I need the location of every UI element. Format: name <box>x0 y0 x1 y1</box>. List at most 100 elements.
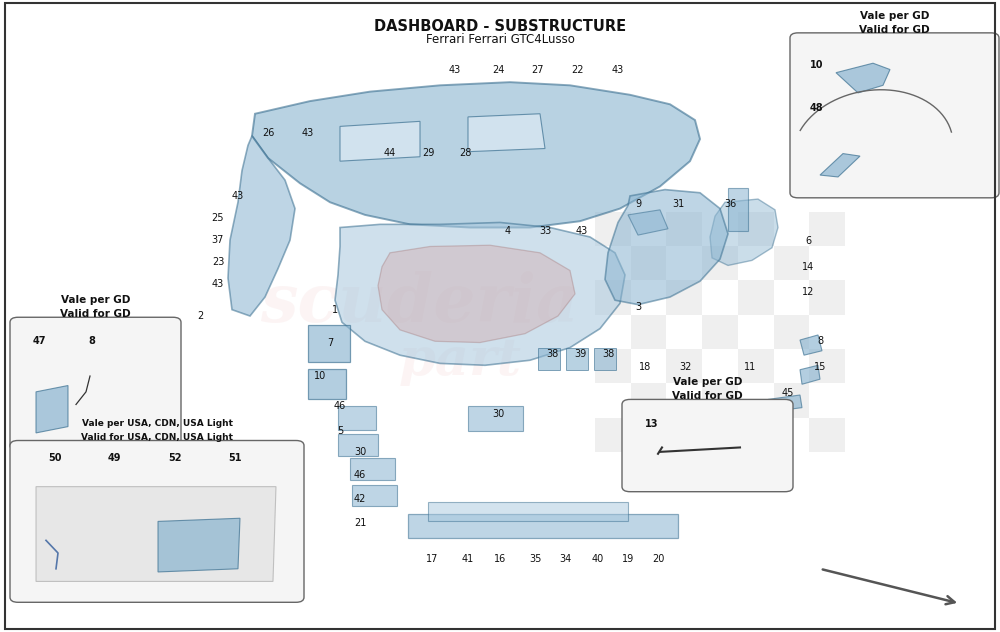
Bar <box>666 418 702 452</box>
Text: 30: 30 <box>354 447 366 457</box>
Bar <box>809 281 845 315</box>
Bar <box>352 485 397 506</box>
FancyBboxPatch shape <box>790 33 999 198</box>
Text: 41: 41 <box>462 554 474 564</box>
Bar <box>631 315 666 349</box>
Text: 43: 43 <box>576 226 588 236</box>
Bar <box>738 212 774 246</box>
Text: 31: 31 <box>672 198 684 209</box>
Text: 25: 25 <box>212 213 224 223</box>
Text: 43: 43 <box>302 128 314 138</box>
Text: 26: 26 <box>262 128 274 138</box>
Bar <box>428 502 628 521</box>
Bar <box>809 212 845 246</box>
Polygon shape <box>800 335 822 355</box>
Text: 1: 1 <box>332 305 338 315</box>
Bar <box>809 418 845 452</box>
Text: 34: 34 <box>559 554 571 564</box>
Polygon shape <box>228 136 295 316</box>
Bar <box>350 458 395 480</box>
Bar <box>595 349 631 383</box>
Bar <box>595 418 631 452</box>
Text: 19: 19 <box>622 554 634 564</box>
Text: 51: 51 <box>228 453 241 463</box>
Text: Valid for GD: Valid for GD <box>60 309 131 319</box>
Bar <box>595 212 631 246</box>
Text: 43: 43 <box>449 64 461 75</box>
Text: 42: 42 <box>354 494 366 504</box>
Bar <box>774 383 809 418</box>
Bar <box>595 281 631 315</box>
Polygon shape <box>836 63 890 93</box>
Text: 37: 37 <box>212 235 224 245</box>
Bar <box>308 325 350 362</box>
Text: 2: 2 <box>197 311 203 321</box>
Bar <box>738 349 774 383</box>
Text: 10: 10 <box>314 371 326 381</box>
Polygon shape <box>340 121 420 161</box>
Text: 32: 32 <box>679 362 691 372</box>
Polygon shape <box>158 518 240 572</box>
Text: 38: 38 <box>602 349 614 359</box>
Text: 20: 20 <box>652 554 664 564</box>
Bar <box>666 212 702 246</box>
Text: Vale per GD: Vale per GD <box>673 377 742 387</box>
Text: 45: 45 <box>782 388 794 398</box>
Text: 35: 35 <box>529 554 541 564</box>
Polygon shape <box>335 222 625 365</box>
Bar <box>666 281 702 315</box>
Text: 15: 15 <box>814 362 826 372</box>
Bar <box>631 383 666 418</box>
Bar <box>468 406 523 431</box>
Polygon shape <box>768 395 802 412</box>
Bar <box>809 349 845 383</box>
Bar <box>702 383 738 418</box>
Text: 11: 11 <box>744 362 756 372</box>
Bar <box>631 246 666 281</box>
Text: 28: 28 <box>459 148 471 158</box>
Text: 39: 39 <box>574 349 586 359</box>
Text: 4: 4 <box>505 226 511 236</box>
Text: 44: 44 <box>384 148 396 158</box>
Text: DASHBOARD - SUBSTRUCTURE: DASHBOARD - SUBSTRUCTURE <box>374 19 626 34</box>
FancyBboxPatch shape <box>10 317 181 451</box>
Bar <box>738 418 774 452</box>
Text: 8: 8 <box>88 336 95 346</box>
Text: 36: 36 <box>724 198 736 209</box>
Bar <box>538 348 560 370</box>
Polygon shape <box>252 82 700 228</box>
Text: 6: 6 <box>805 236 811 246</box>
Text: 3: 3 <box>635 301 641 312</box>
Text: 13: 13 <box>645 418 658 428</box>
FancyBboxPatch shape <box>10 441 304 602</box>
Text: 43: 43 <box>212 279 224 289</box>
Text: scuderia: scuderia <box>260 271 580 336</box>
Text: 16: 16 <box>494 554 506 564</box>
Bar <box>738 281 774 315</box>
Text: 49: 49 <box>108 453 122 463</box>
Text: 52: 52 <box>168 453 181 463</box>
Text: 30: 30 <box>492 409 504 419</box>
Bar <box>702 315 738 349</box>
Text: 48: 48 <box>810 102 824 112</box>
Bar <box>408 514 678 538</box>
Text: 23: 23 <box>212 257 224 267</box>
Text: Vale per GD: Vale per GD <box>860 11 929 21</box>
Text: 10: 10 <box>810 60 824 70</box>
Bar <box>338 406 376 430</box>
Bar <box>666 349 702 383</box>
Text: 29: 29 <box>422 148 434 158</box>
Polygon shape <box>468 114 545 152</box>
Bar <box>308 369 346 399</box>
Text: 21: 21 <box>354 518 366 528</box>
Bar <box>594 348 616 370</box>
Text: 33: 33 <box>539 226 551 236</box>
FancyBboxPatch shape <box>622 399 793 492</box>
Text: Vale per GD: Vale per GD <box>61 295 130 305</box>
Text: 43: 43 <box>232 191 244 201</box>
Text: 24: 24 <box>492 64 504 75</box>
Bar <box>702 246 738 281</box>
Text: 9: 9 <box>635 198 641 209</box>
Polygon shape <box>36 386 68 433</box>
Bar <box>774 246 809 281</box>
